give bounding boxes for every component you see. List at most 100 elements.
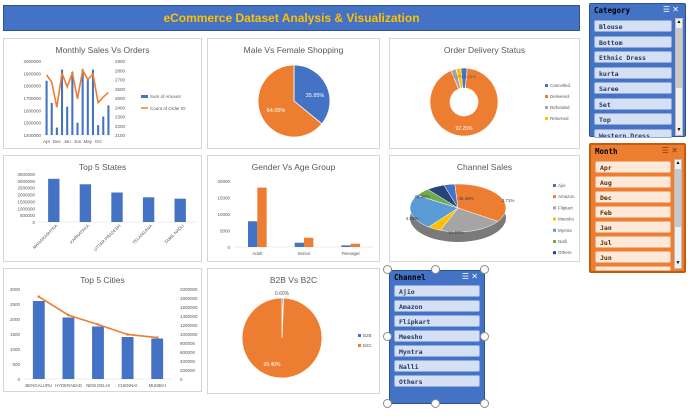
y-tick-label: 5000 — [220, 229, 231, 234]
y-tick-label: 1400000 — [23, 133, 41, 138]
resize-handle[interactable] — [480, 399, 489, 408]
legend-label: Count of Order ID — [150, 106, 186, 111]
slicer-item-jan[interactable]: Jan — [595, 221, 671, 233]
bar-sum-of-amount — [45, 80, 48, 135]
y2-tick-label: 2200 — [115, 124, 126, 129]
y-tick-label: 1500 — [10, 332, 21, 337]
slicer-item-others[interactable]: Others — [394, 375, 480, 387]
multi-select-icon[interactable]: ☰ — [461, 272, 470, 281]
slicer-item-amazon[interactable]: Amazon — [394, 300, 480, 312]
y-tick-label: 0 — [32, 220, 35, 225]
slicer-item-ajio[interactable]: Ajio — [394, 285, 480, 297]
legend-swatch — [358, 334, 361, 337]
slicer-item-apr[interactable]: Apr — [595, 161, 671, 173]
scroll-down-icon[interactable]: ▼ — [675, 260, 681, 266]
slicer-item-set[interactable]: Set — [594, 97, 672, 110]
channel-slicer[interactable]: Channel ☰ ✕ Ajio Amazon Flipkart Meesho Mynt… — [389, 270, 485, 404]
y2-tick-label: 2900 — [115, 59, 126, 64]
bar-sum-of-amount — [61, 69, 64, 135]
chart-delivery-status[interactable]: Order Delivery Status 92.25% 2.27% 2.25% Ca… — [389, 38, 580, 149]
scrollbar-thumb[interactable] — [676, 28, 682, 88]
clear-filter-icon[interactable]: ✕ — [672, 5, 679, 14]
multi-select-icon[interactable]: ☰ — [661, 146, 670, 155]
slicer-item-western-dress[interactable]: Western Dress — [594, 128, 672, 138]
y-tick-label: 1000 — [10, 347, 21, 352]
line-point — [155, 336, 159, 339]
chart-title: Monthly Sales Vs Orders — [55, 45, 150, 55]
slicer-item-feb[interactable]: Feb — [595, 206, 671, 218]
resize-handle[interactable] — [383, 399, 392, 408]
slicer-item-flipkart[interactable]: Flipkart — [394, 315, 480, 327]
slicer-item-nalli[interactable]: Nalli — [394, 360, 480, 372]
y2-tick-label: 0 — [180, 377, 183, 382]
y-tick-label: 2000 — [10, 317, 21, 322]
slicer-item-meesho[interactable]: Meesho — [394, 330, 480, 342]
slicer-item-saree[interactable]: Saree — [594, 82, 672, 94]
chart-top-cities[interactable]: Top 5 Cities 3000 2500 2000 1500 1000 500 0 200… — [3, 268, 202, 392]
category-scrollbar[interactable]: ▲ ▼ — [675, 18, 683, 136]
y-tick-label: 2000000 — [23, 59, 41, 64]
data-label: 4.50% — [406, 216, 419, 221]
legend-label: Meesho — [558, 217, 575, 222]
multi-select-icon[interactable]: ☰ — [662, 5, 671, 14]
x-tick-label: KARNATAKA — [69, 223, 91, 245]
y-tick-label: 1500000 — [17, 199, 35, 204]
y2-tick-label: 1200000 — [180, 323, 198, 328]
resize-handle[interactable] — [383, 332, 392, 341]
clear-filter-icon[interactable]: ✕ — [671, 146, 678, 155]
pie-slice — [409, 195, 459, 228]
legend-label: Refunded — [550, 105, 570, 110]
legend-swatch — [545, 117, 548, 120]
bar-sum-of-amount — [55, 127, 58, 135]
category-slicer[interactable]: Category ☰ ✕ Blouse Bottom Ethnic Dress kur… — [589, 3, 686, 138]
donut-slice — [455, 67, 464, 89]
month-scrollbar[interactable]: ▲ ▼ — [674, 159, 682, 269]
slicer-item-myntra[interactable]: Myntra — [394, 345, 480, 357]
y-tick-label: 0 — [17, 377, 20, 382]
resize-handle[interactable] — [431, 265, 440, 274]
slicer-item-bottom[interactable]: Bottom — [594, 35, 672, 48]
scroll-up-icon[interactable]: ▲ — [675, 160, 681, 166]
legend-label: Returned — [550, 116, 569, 121]
scroll-down-icon[interactable]: ▼ — [676, 127, 682, 133]
resize-handle[interactable] — [431, 399, 440, 408]
legend-swatch — [553, 184, 556, 187]
month-slicer[interactable]: Month ☰ ✕ Apr Aug Dec Feb Jan Jul Jun Mar ▲ ▼ — [589, 143, 686, 273]
y2-tick-label: 800000 — [180, 341, 196, 346]
slicer-title: Channel — [394, 273, 426, 282]
clear-filter-icon[interactable]: ✕ — [471, 272, 478, 281]
chart-top-states[interactable]: Top 5 States 3500000 3000000 2500000 200000… — [3, 155, 202, 262]
bar — [350, 243, 360, 247]
scroll-up-icon[interactable]: ▲ — [676, 19, 682, 25]
slicer-item-blouse[interactable]: Blouse — [594, 20, 672, 32]
resize-handle[interactable] — [480, 332, 489, 341]
chart-gender-age[interactable]: Gender Vs Age Group 20000 15000 10000 5000 0… — [207, 155, 380, 262]
y2-tick-label: 1000000 — [180, 332, 198, 337]
y2-tick-label: 2500 — [115, 96, 126, 101]
scrollbar-thumb[interactable] — [675, 169, 681, 227]
chart-gender-shopping[interactable]: Male Vs Female Shopping 35.95% 64.05% — [207, 38, 380, 149]
chart-b2b-b2c[interactable]: B2B Vs B2C 0.60% 99.40% B2B B2C — [207, 268, 380, 394]
slicer-item-ethnic-dress[interactable]: Ethnic Dress — [594, 51, 672, 63]
chart-channel-sales[interactable]: Channel Sales 3.71% 35.48% 21.59% 4.50% 23.3… — [389, 155, 580, 262]
slicer-item-jun[interactable]: Jun — [595, 251, 671, 263]
resize-handle[interactable] — [480, 265, 489, 274]
slicer-item-mar[interactable]: Mar — [595, 266, 671, 271]
slicer-item-aug[interactable]: Aug — [595, 176, 671, 188]
pie-slice — [427, 184, 459, 209]
slicer-item-jul[interactable]: Jul — [595, 236, 671, 248]
bar — [121, 337, 134, 379]
resize-handle[interactable] — [383, 265, 392, 274]
dashboard-title: eCommerce Dataset Analysis & Visualizati… — [163, 11, 420, 25]
slicer-item-kurta[interactable]: kurta — [594, 66, 672, 79]
y-tick-label: 1900000 — [23, 71, 41, 76]
chart-monthly-sales[interactable]: Monthly Sales Vs Orders 2000000 1900000 18… — [3, 38, 202, 149]
pie-slice — [293, 64, 331, 125]
legend-label: Myntra — [558, 228, 572, 233]
chart-title: Order Delivery Status — [443, 45, 526, 55]
slicer-item-dec[interactable]: Dec — [595, 191, 671, 203]
y-tick-label: 2500 — [10, 302, 21, 307]
slicer-item-top[interactable]: Top — [594, 113, 672, 125]
